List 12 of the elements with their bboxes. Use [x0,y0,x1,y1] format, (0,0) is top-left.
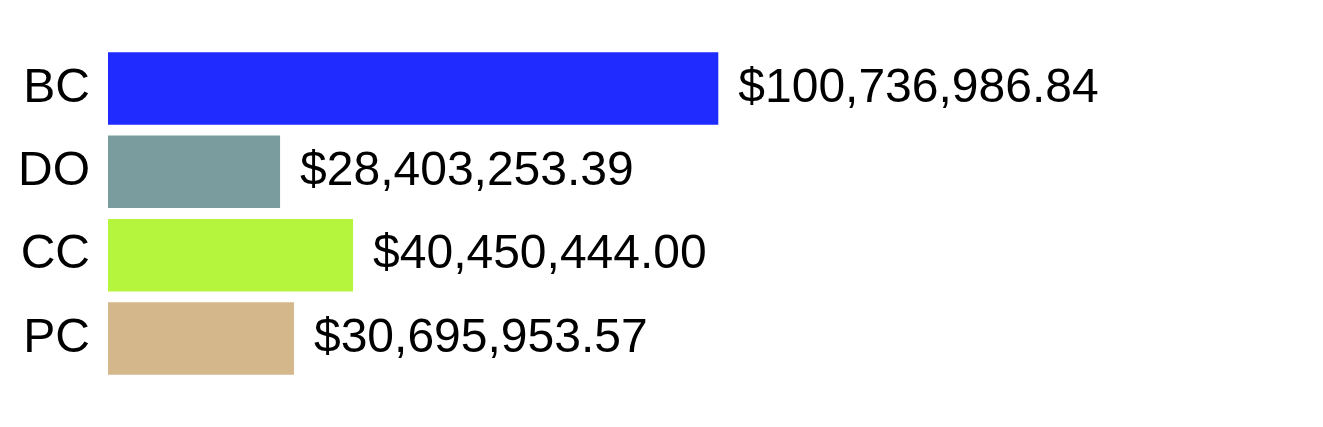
y-tick-label: PC [23,308,90,362]
data-label: $30,695,953.57 [313,308,648,362]
data-label: $28,403,253.39 [300,142,634,196]
bar [108,52,719,125]
bar [108,218,354,292]
bar [108,135,281,209]
y-tick-label: CC [20,225,90,279]
y-tick-label: DO [18,142,90,196]
data-label: $100,736,986.84 [738,58,1099,112]
data-label: $40,450,444.00 [373,225,707,279]
y-tick-label: BC [23,58,90,112]
bar [108,302,294,375]
